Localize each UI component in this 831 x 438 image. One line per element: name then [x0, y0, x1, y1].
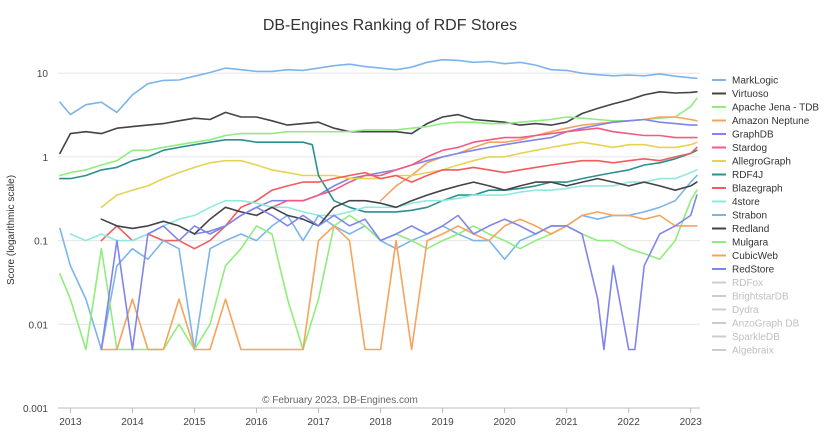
legend-label: Redland	[732, 224, 769, 235]
chart-title: DB-Engines Ranking of RDF Stores	[263, 17, 517, 34]
legend-item[interactable]: Amazon Neptune	[712, 116, 810, 127]
legend-item[interactable]: Algebraix	[712, 346, 774, 357]
legend-item[interactable]: GraphDB	[712, 130, 774, 141]
y-axis-label: Score (logarithmic scale)	[6, 175, 17, 285]
legend-label: Dydra	[732, 305, 759, 316]
legend-item[interactable]: Blazegraph	[712, 184, 783, 195]
legend-label: SparkleDB	[732, 332, 780, 343]
legend-label: RedStore	[732, 265, 775, 276]
series-line-graphdb[interactable]	[193, 118, 698, 235]
x-tick-label: 2015	[183, 417, 206, 428]
y-tick-label: 0.001	[23, 404, 48, 415]
x-tick-label: 2017	[307, 417, 330, 428]
credit-text[interactable]: © February 2023, DB-Engines.com	[262, 395, 418, 406]
axes: 0.001 0.01 0.1 1 10 2013 2014 2015 2016 2017 2018 2…	[23, 69, 702, 428]
series-line-4store[interactable]	[69, 169, 698, 242]
x-tick-label: 2013	[59, 417, 82, 428]
legend-item[interactable]: Dydra	[712, 305, 759, 316]
series-line-amazon-neptune[interactable]	[379, 116, 698, 202]
y-tick-label: 0.1	[34, 237, 48, 248]
legend[interactable]: MarkLogic Virtuoso Apache Jena - TDB Amazon…	[712, 76, 819, 357]
legend-label: GraphDB	[732, 130, 774, 141]
legend-item[interactable]: Stardog	[712, 143, 767, 154]
series-line-apache-jena-tdb[interactable]	[59, 97, 698, 177]
legend-label: AllegroGraph	[732, 157, 791, 168]
series-line-marklogic[interactable]	[59, 58, 698, 116]
legend-label: RDFox	[732, 278, 763, 289]
y-tick-label: 0.01	[29, 320, 49, 331]
legend-label: Apache Jena - TDB	[732, 103, 819, 114]
legend-label: Algebraix	[732, 346, 774, 357]
legend-item[interactable]: RedStore	[712, 265, 775, 276]
legend-item[interactable]: Redland	[712, 224, 769, 235]
x-tick-label: 2014	[121, 417, 144, 428]
legend-label: CubicWeb	[732, 251, 778, 262]
legend-item[interactable]: Mulgara	[712, 238, 769, 249]
legend-label: Stardog	[732, 143, 767, 154]
legend-item[interactable]: AnzoGraph DB	[712, 319, 800, 330]
legend-item[interactable]: Virtuoso	[712, 89, 769, 100]
series-line-virtuoso[interactable]	[59, 91, 698, 155]
legend-item[interactable]: MarkLogic	[712, 76, 778, 87]
legend-item[interactable]: Apache Jena - TDB	[712, 103, 819, 114]
legend-label: Blazegraph	[732, 184, 783, 195]
series-line-allegrograph[interactable]	[100, 141, 698, 209]
legend-item[interactable]: Strabon	[712, 211, 767, 222]
legend-label: Mulgara	[732, 238, 769, 249]
legend-item[interactable]: SparkleDB	[712, 332, 780, 343]
x-tick-label: 2022	[618, 417, 641, 428]
legend-label: AnzoGraph DB	[732, 319, 800, 330]
series-line-stardog[interactable]	[255, 127, 698, 217]
legend-label: RDF4J	[732, 170, 763, 181]
legend-item[interactable]: RDFox	[712, 278, 763, 289]
legend-item[interactable]: RDF4J	[712, 170, 763, 181]
x-tick-label: 2019	[431, 417, 454, 428]
legend-label: 4store	[732, 197, 760, 208]
x-tick-label: 2016	[245, 417, 268, 428]
legend-item[interactable]: BrightstarDB	[712, 292, 789, 303]
y-tick-label: 10	[37, 69, 49, 80]
y-tick-label: 1	[42, 153, 48, 164]
series-line-rdf4j[interactable]	[59, 139, 698, 213]
series-line-blazegraph[interactable]	[100, 146, 698, 250]
series-layer	[59, 58, 698, 351]
legend-item[interactable]: AllegroGraph	[712, 157, 791, 168]
series-line-redstore[interactable]	[100, 194, 698, 351]
series-line-redland[interactable]	[100, 177, 698, 235]
legend-item[interactable]: 4store	[712, 197, 760, 208]
x-tick-label: 2023	[680, 417, 703, 428]
series-line-cubicweb[interactable]	[100, 211, 698, 351]
legend-label: Virtuoso	[732, 89, 769, 100]
x-tick-label: 2021	[556, 417, 579, 428]
legend-label: Amazon Neptune	[732, 116, 810, 127]
legend-label: Strabon	[732, 211, 767, 222]
x-tick-label: 2020	[493, 417, 516, 428]
legend-item[interactable]: CubicWeb	[712, 251, 778, 262]
x-tick-label: 2018	[369, 417, 392, 428]
legend-label: BrightstarDB	[732, 292, 789, 303]
legend-label: MarkLogic	[732, 76, 778, 87]
